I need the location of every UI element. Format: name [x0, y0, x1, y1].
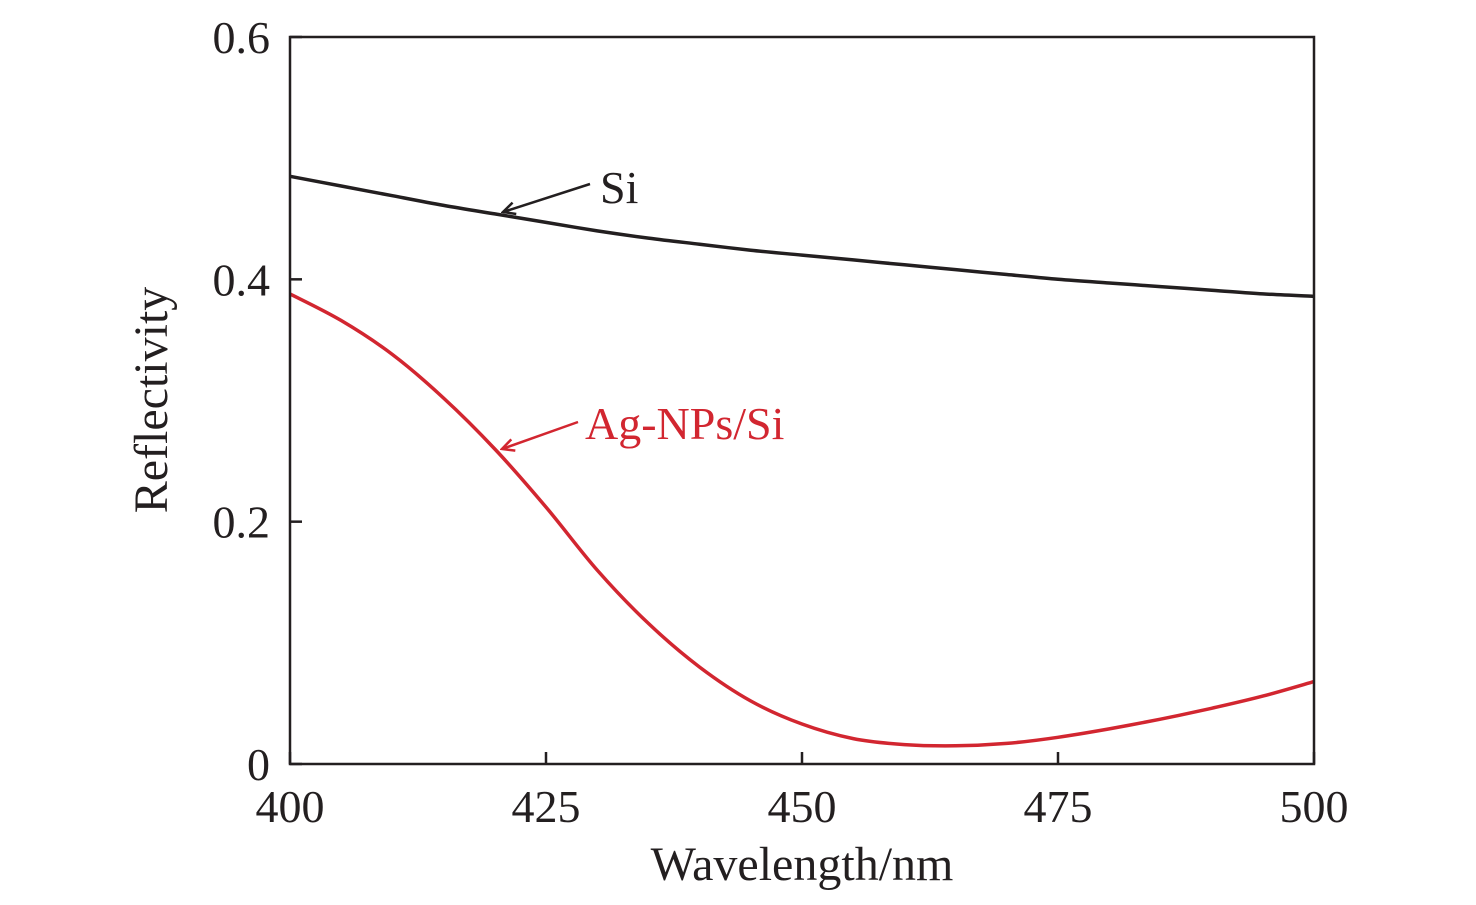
x-axis-label: Wavelength/nm: [651, 838, 954, 891]
plot-frame: [288, 35, 1316, 766]
si-annotation-arrow: [503, 182, 591, 212]
ag-annotation-arrow: [502, 420, 579, 449]
y-tick-label: 0.4: [213, 254, 271, 305]
x-tick-label: 450: [768, 781, 837, 832]
series-line-ag-nps-si: [289, 292, 1315, 748]
ticks-layer: 400 425 450 475 500 0 0.2 0.4 0.6: [213, 12, 1349, 832]
series-layer: [289, 174, 1315, 748]
x-tick-label: 475: [1024, 781, 1093, 832]
x-tick-label: 400: [256, 781, 325, 832]
y-tick-label: 0.6: [213, 12, 271, 63]
x-tick-label: 425: [512, 781, 581, 832]
ag-series-label: Ag-NPs/Si: [585, 398, 784, 449]
series-line-si: [289, 174, 1315, 299]
y-tick-label: 0.2: [213, 497, 271, 548]
y-axis-label: Reflectivity: [125, 287, 178, 514]
y-tick-label: 0: [247, 739, 270, 790]
si-series-label: Si: [600, 162, 638, 213]
x-tick-label: 500: [1280, 781, 1349, 832]
